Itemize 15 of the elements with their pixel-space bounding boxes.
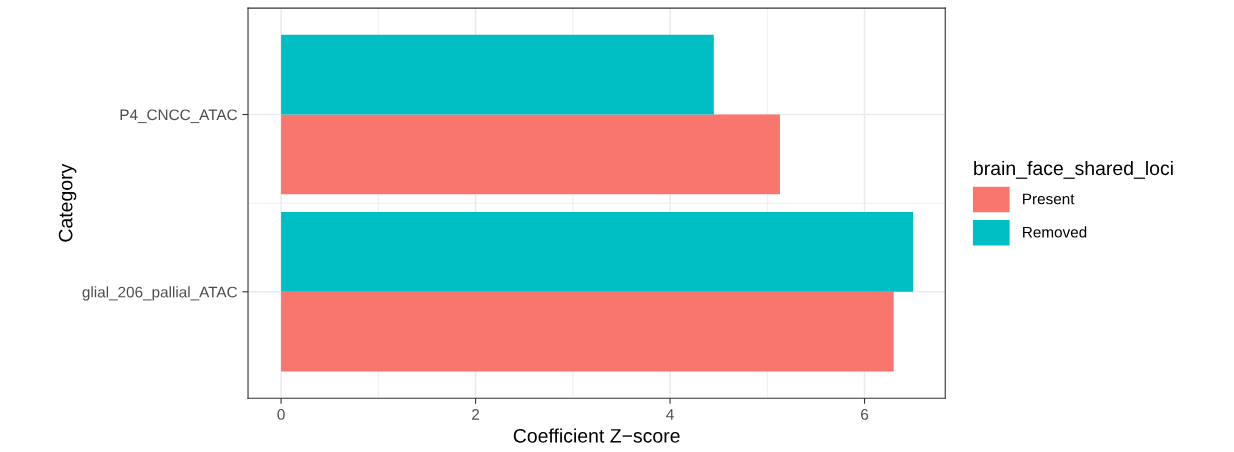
bar [281, 212, 914, 292]
legend-label: Removed [1023, 226, 1087, 238]
legend-title: brain_face_shared_loci [974, 160, 1173, 179]
bar [281, 291, 894, 372]
bar [281, 34, 714, 115]
y-tick-label: P4_CNCC_ATAC [120, 109, 238, 124]
bar [281, 114, 780, 195]
x-tick-label: 2 [472, 409, 480, 420]
x-tick-label: 6 [861, 409, 869, 420]
legend-label: Present [1023, 193, 1075, 205]
x-axis-title: Coefficient Z−score [513, 428, 680, 443]
x-tick-label: 4 [666, 409, 674, 420]
y-tick-label: glial_206_pallial_ATAC [82, 286, 238, 301]
y-axis-title: Category [58, 163, 77, 242]
x-tick-label: 0 [277, 409, 285, 420]
